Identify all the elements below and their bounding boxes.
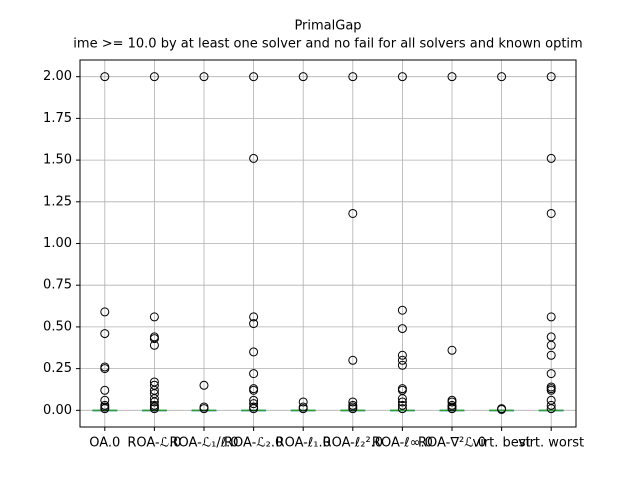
x-tick-label: virt. worst [518, 436, 584, 451]
y-tick-label: 1.25 [43, 194, 72, 209]
flier [149, 334, 159, 344]
x-tick-label: ROA-∇²ℒ.0 [418, 436, 486, 451]
x-tick-label: ROA-ℒ.0 [127, 436, 181, 451]
flier [447, 397, 457, 407]
flier [348, 72, 358, 82]
flier [249, 404, 259, 414]
flier [397, 355, 407, 365]
flier [397, 72, 407, 82]
flier [397, 397, 407, 407]
flier [397, 400, 407, 410]
flier [100, 385, 110, 395]
y-tick-label: 2.00 [43, 69, 72, 84]
flier [100, 307, 110, 317]
x-tick-label: ROA-ℓ₂².0 [323, 436, 384, 451]
flier [546, 312, 556, 322]
flier [249, 399, 259, 409]
flier [199, 380, 209, 390]
flier [397, 350, 407, 360]
flier [249, 347, 259, 357]
flier [149, 72, 159, 82]
x-tick-label: ROA-ℓ₁.0 [276, 436, 331, 451]
flier [100, 329, 110, 339]
x-tick-label: virt. best [473, 436, 531, 451]
flier [249, 312, 259, 322]
flier [348, 208, 358, 218]
flier [546, 208, 556, 218]
x-tick-label: ROA-ℒ₁/ℓ.0 [169, 436, 238, 451]
flier [348, 404, 358, 414]
flier [497, 72, 507, 82]
x-tick-label: ROA-ℒ₂.0 [224, 436, 283, 451]
flier [298, 72, 308, 82]
flier [100, 404, 110, 414]
flier [249, 369, 259, 379]
flier [546, 153, 556, 163]
flier [199, 404, 209, 414]
flier [149, 312, 159, 322]
chart-subtitle: ime >= 10.0 by at least one solver and n… [73, 37, 582, 52]
flier [100, 72, 110, 82]
flier [149, 404, 159, 414]
flier [397, 305, 407, 315]
flier [546, 72, 556, 82]
y-tick-label: 1.75 [43, 111, 72, 126]
flier [447, 345, 457, 355]
y-tick-label: 0.00 [43, 403, 72, 418]
flier [348, 397, 358, 407]
flier [298, 404, 308, 414]
x-tick-label: OA.0 [89, 436, 120, 451]
flier [149, 397, 159, 407]
flier [249, 385, 259, 395]
y-tick-label: 0.50 [43, 319, 72, 334]
plot-frame [79, 59, 577, 428]
flier [447, 72, 457, 82]
flier [546, 340, 556, 350]
flier [546, 350, 556, 360]
y-tick-label: 0.25 [43, 361, 72, 376]
flier [249, 153, 259, 163]
flier [497, 404, 507, 414]
flier [149, 340, 159, 350]
flier [397, 360, 407, 370]
y-tick-label: 0.75 [43, 278, 72, 293]
flier [397, 324, 407, 334]
flier [298, 397, 308, 407]
flier [249, 319, 259, 329]
flier [397, 394, 407, 404]
y-tick-label: 1.50 [43, 153, 72, 168]
flier [249, 72, 259, 82]
x-tick-label: ROA-ℓ∞.0 [372, 436, 433, 451]
flier [546, 400, 556, 410]
flier [397, 404, 407, 414]
flier [546, 385, 556, 395]
flier [348, 355, 358, 365]
flier [199, 72, 209, 82]
y-tick-label: 1.00 [43, 236, 72, 251]
flier [100, 364, 110, 374]
flier [546, 369, 556, 379]
chart-title: PrimalGap [294, 19, 361, 34]
flier [447, 404, 457, 414]
flier [546, 404, 556, 414]
